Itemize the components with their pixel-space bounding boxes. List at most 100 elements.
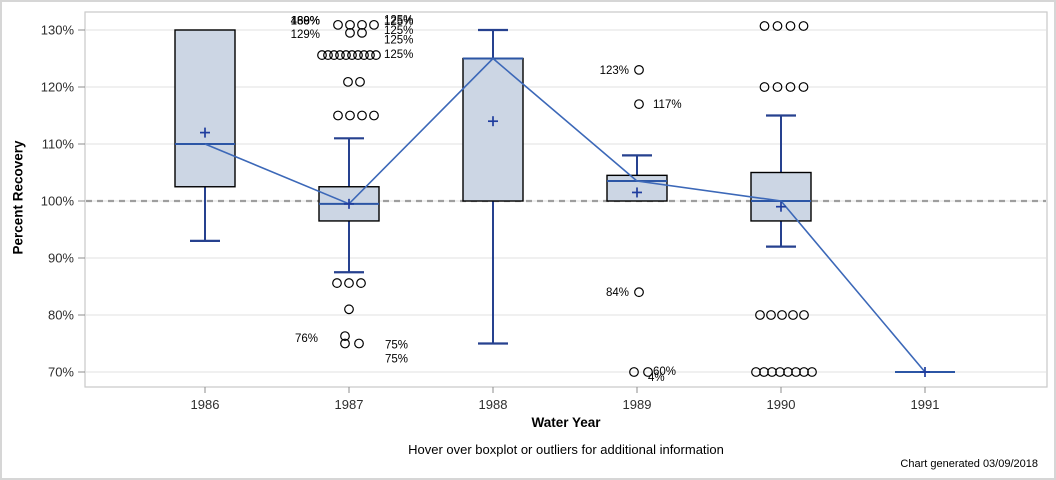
iqr-box[interactable] xyxy=(750,171,812,222)
outlier-point[interactable] xyxy=(807,367,817,377)
outlier-point[interactable] xyxy=(333,110,343,121)
outlier-point[interactable] xyxy=(345,19,355,30)
y-tick-label: 120% xyxy=(41,80,75,95)
outlier-point[interactable] xyxy=(356,278,366,288)
outliers-1989[interactable] xyxy=(629,65,653,377)
outlier-point[interactable] xyxy=(340,338,350,349)
outlier-point[interactable] xyxy=(357,110,367,121)
outlier-point[interactable] xyxy=(785,21,796,31)
outlier-point[interactable] xyxy=(340,331,350,341)
y-tick-label: 110% xyxy=(42,137,75,152)
outlier-label: 84% xyxy=(606,287,629,299)
iqr-box[interactable] xyxy=(174,29,236,188)
mean-marker xyxy=(920,367,930,377)
boxplot-1988[interactable] xyxy=(462,28,524,345)
outlier-point[interactable] xyxy=(772,21,783,31)
y-tick-label: 100% xyxy=(41,194,75,209)
outlier-point[interactable] xyxy=(357,19,367,30)
mean-marker xyxy=(776,201,786,212)
y-tick-label: 90% xyxy=(48,251,74,266)
outlier-point[interactable] xyxy=(353,50,363,60)
outliers-1990[interactable] xyxy=(751,21,817,377)
median-connect-line xyxy=(204,57,926,373)
boxplot-1986[interactable] xyxy=(174,29,236,242)
mean-marker xyxy=(488,116,498,127)
outlier-point[interactable] xyxy=(355,76,365,87)
outlier-point[interactable] xyxy=(335,50,345,60)
outlier-point[interactable] xyxy=(345,110,355,121)
outlier-label: 75% xyxy=(385,340,408,352)
outlier-point[interactable] xyxy=(317,50,327,60)
outlier-point[interactable] xyxy=(344,278,354,288)
x-tick-label: 1988 xyxy=(479,397,508,412)
outlier-point[interactable] xyxy=(766,310,776,320)
outlier-point[interactable] xyxy=(634,287,644,298)
outlier-point[interactable] xyxy=(357,27,367,38)
outlier-point[interactable] xyxy=(755,310,765,320)
outlier-point[interactable] xyxy=(369,110,379,121)
outlier-point[interactable] xyxy=(759,82,770,92)
mean-marker xyxy=(200,127,210,138)
x-tick-label: 1991 xyxy=(911,397,940,412)
plot-frame xyxy=(84,11,1048,388)
chart-credit: Chart generated 03/09/2018 xyxy=(900,458,1038,470)
outlier-label: 125% xyxy=(384,15,413,27)
outlier-label: 469% xyxy=(291,15,320,27)
outlier-point[interactable] xyxy=(634,99,644,109)
outlier-point[interactable] xyxy=(354,338,364,349)
outlier-point[interactable] xyxy=(347,50,357,60)
x-tick-label: 1990 xyxy=(767,397,796,412)
outlier-label: 130% xyxy=(291,15,320,27)
y-tick-label: 130% xyxy=(41,23,75,38)
outlier-label: 129% xyxy=(291,29,320,41)
outlier-point[interactable] xyxy=(341,50,351,60)
outlier-label: 117% xyxy=(653,99,682,111)
outlier-point[interactable] xyxy=(365,50,375,60)
outlier-label: 76% xyxy=(295,333,318,345)
y-tick-label: 80% xyxy=(48,308,74,323)
outlier-label: 125% xyxy=(384,16,413,28)
outlier-label: 188% xyxy=(291,15,320,27)
outliers-1987[interactable] xyxy=(317,19,381,349)
boxplot-1990[interactable] xyxy=(750,114,812,248)
mean-marker xyxy=(632,187,642,198)
outlier-point[interactable] xyxy=(759,21,770,31)
outlier-point[interactable] xyxy=(359,50,369,60)
outlier-label: 123% xyxy=(600,65,629,77)
outlier-label: 4% xyxy=(648,372,665,384)
x-tick-label: 1986 xyxy=(191,397,220,412)
y-axis-title: Percent Recovery xyxy=(10,140,26,255)
outlier-point[interactable] xyxy=(343,76,353,87)
outlier-point[interactable] xyxy=(798,82,809,92)
outlier-point[interactable] xyxy=(345,27,355,38)
iqr-box[interactable] xyxy=(462,57,524,202)
outlier-label: 125% xyxy=(384,35,413,47)
outlier-point[interactable] xyxy=(333,19,343,30)
outlier-point[interactable] xyxy=(634,65,644,75)
outlier-point[interactable] xyxy=(329,50,339,60)
outlier-point[interactable] xyxy=(371,50,381,60)
outlier-label: 60% xyxy=(653,366,676,378)
outlier-point[interactable] xyxy=(323,50,333,60)
outlier-point[interactable] xyxy=(332,278,342,288)
outlier-point[interactable] xyxy=(799,310,809,320)
outlier-point[interactable] xyxy=(785,82,796,92)
outlier-point[interactable] xyxy=(798,21,809,31)
y-tick-label: 70% xyxy=(48,365,74,380)
outlier-point[interactable] xyxy=(788,310,798,320)
outlier-point[interactable] xyxy=(643,367,653,377)
mean-marker xyxy=(344,198,354,209)
outlier-point[interactable] xyxy=(772,82,783,92)
outlier-label: 125% xyxy=(384,25,413,37)
outlier-point[interactable] xyxy=(629,367,639,377)
x-tick-label: 1989 xyxy=(623,397,652,412)
outlier-point[interactable] xyxy=(777,310,787,320)
x-axis-title: Water Year xyxy=(531,415,601,430)
x-tick-label: 1987 xyxy=(335,397,364,412)
chart-footnote: Hover over boxplot or outliers for addit… xyxy=(408,442,724,457)
outlier-point[interactable] xyxy=(344,304,354,315)
outlier-label: 125% xyxy=(384,49,413,61)
outlier-point[interactable] xyxy=(369,19,379,30)
